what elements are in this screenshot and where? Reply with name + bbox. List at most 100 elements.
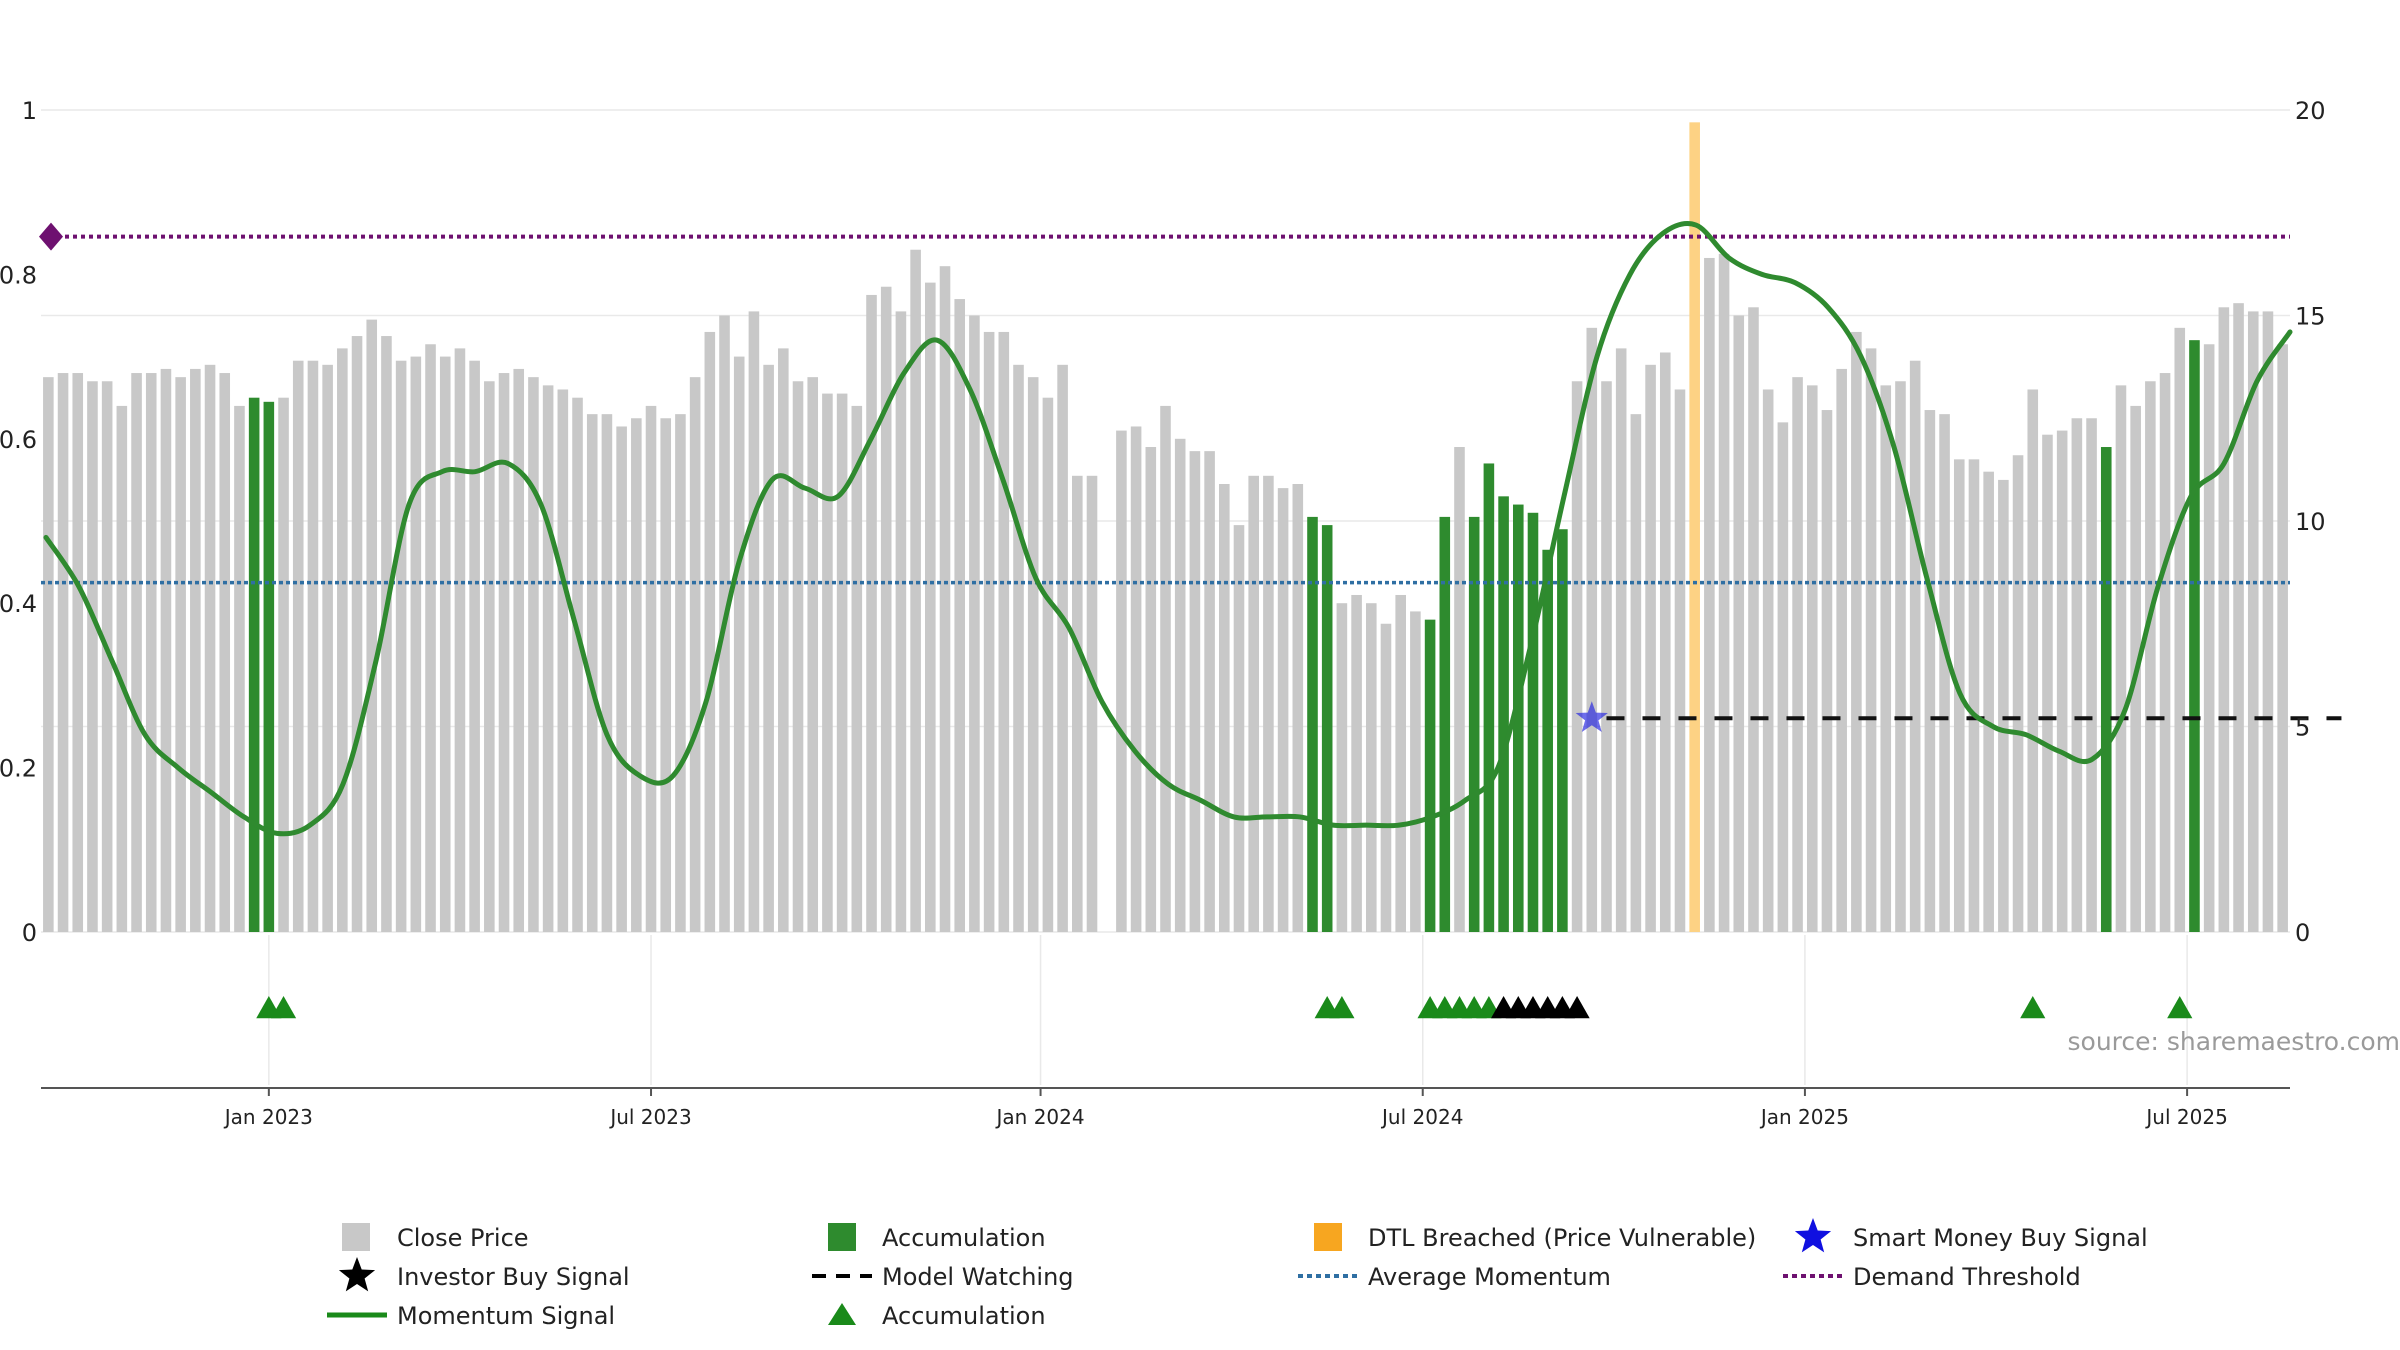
close-price-bar <box>425 344 436 932</box>
accumulation-bar <box>2100 447 2112 932</box>
close-price-bar <box>1777 422 1789 932</box>
close-price-bar <box>660 418 672 932</box>
accumulation-bar <box>1483 463 1495 932</box>
momentum-signal-path <box>43 220 2293 837</box>
close-price-bar <box>969 315 980 932</box>
close-price-bar <box>1292 484 1304 932</box>
left-tick-label: 1 <box>22 97 37 125</box>
close-price-bar <box>983 331 995 932</box>
demand-threshold-diamond <box>39 222 63 251</box>
momentum-signal-line <box>43 220 2293 837</box>
close-price-bar <box>572 397 583 932</box>
close-price-bar <box>72 373 84 932</box>
investor-buy-marker <box>1564 996 1590 1019</box>
close-price-bar <box>351 336 363 932</box>
signal-markers <box>256 701 2193 1019</box>
close-price-bar <box>1968 459 1980 932</box>
close-price-bar <box>1160 405 1171 932</box>
close-price-bar <box>2277 344 2288 932</box>
close-price-bar <box>307 360 319 933</box>
close-price-bar <box>1704 257 1715 933</box>
close-price-bar <box>807 377 819 932</box>
close-price-bar <box>851 405 863 932</box>
close-price-bar <box>1042 397 1054 932</box>
close-price-bar <box>2203 344 2215 932</box>
close-price-bar <box>1571 381 1583 932</box>
accumulation-bar <box>1468 516 1480 932</box>
legend-label: Close Price <box>397 1224 529 1252</box>
close-price-bar <box>278 397 289 932</box>
legend-label: Smart Money Buy Signal <box>1853 1224 2148 1252</box>
close-price-bar <box>1674 389 1686 933</box>
x-tick-label: Jul 2023 <box>608 1105 691 1129</box>
close-price-bar <box>1116 430 1127 932</box>
x-tick-label: Jan 2024 <box>995 1105 1085 1129</box>
close-price-bar <box>1792 377 1803 932</box>
close-price-bar <box>1998 479 2009 932</box>
close-price-bar <box>2262 311 2274 932</box>
close-price-bar <box>204 364 216 932</box>
left-tick-label: 0.8 <box>0 261 37 289</box>
close-price-bar <box>1806 385 1818 932</box>
close-price-bar <box>2174 327 2186 933</box>
accumulation-bar <box>2189 340 2200 932</box>
accumulation-triangle-marker <box>2020 996 2046 1019</box>
close-price-bar <box>645 405 657 932</box>
close-price-bar <box>2218 307 2230 932</box>
close-price-bar <box>557 389 569 933</box>
accumulation-bar <box>1424 619 1436 932</box>
close-price-bar <box>1130 426 1142 932</box>
close-price-bar <box>43 377 54 932</box>
close-price-bar <box>1880 385 1892 932</box>
close-price-bar <box>2145 381 2156 932</box>
x-tick-label: Jan 2025 <box>1759 1105 1849 1129</box>
accumulation-bar <box>1557 529 1568 932</box>
close-price-bar <box>87 381 98 932</box>
close-price-bar <box>1601 381 1612 932</box>
close-price-bar <box>292 360 304 933</box>
close-price-bar <box>1204 451 1215 932</box>
close-price-bar <box>381 336 392 932</box>
close-price-bar <box>939 266 951 932</box>
legend-entry: Close Price <box>342 1223 529 1252</box>
close-price-bar <box>1645 364 1656 932</box>
legend-gray-square-icon <box>342 1223 370 1251</box>
source-label: source: sharemaestro.com <box>2068 1027 2400 1056</box>
close-price-bar <box>1072 475 1083 932</box>
close-price-bar <box>778 348 789 932</box>
close-price-bar <box>954 299 966 932</box>
close-price-bar <box>1189 451 1201 932</box>
left-tick-label: 0.4 <box>0 590 37 618</box>
close-price-bar <box>2012 455 2024 932</box>
close-price-bar <box>895 311 907 932</box>
accumulation-bar <box>1527 512 1539 932</box>
legend-entry: Accumulation <box>828 1302 1046 1330</box>
close-price-bar <box>1865 348 1877 932</box>
close-price-bar <box>2233 303 2244 932</box>
close-price-bar <box>1586 327 1598 933</box>
accumulation-bar <box>1307 516 1318 932</box>
close-price-bar <box>1762 389 1774 933</box>
accumulation-bar <box>1321 525 1333 932</box>
close-price-bar <box>513 368 525 932</box>
close-price-bar <box>1659 352 1671 932</box>
right-tick-label: 0 <box>2295 919 2310 947</box>
x-tick-label: Jan 2023 <box>223 1105 313 1129</box>
close-price-bar <box>219 373 231 932</box>
close-price-bar <box>1380 623 1392 932</box>
close-price-bar <box>1851 331 1862 932</box>
close-price-bars <box>43 122 2288 933</box>
legend-label: Demand Threshold <box>1853 1263 2081 1291</box>
axes <box>41 1087 2290 1096</box>
close-price-bar <box>1939 414 1950 932</box>
legend-label: Accumulation <box>882 1302 1046 1330</box>
close-price-bar <box>1395 594 1406 932</box>
close-price-bar <box>1263 475 1274 932</box>
legend-label: Model Watching <box>882 1263 1074 1291</box>
close-price-bar <box>542 385 554 932</box>
close-price-bar <box>366 319 378 932</box>
close-price-bar <box>836 393 848 933</box>
close-price-bar <box>1410 611 1421 932</box>
legend-entry: Smart Money Buy Signal <box>1794 1218 2148 1253</box>
left-tick-label: 0 <box>22 919 37 947</box>
